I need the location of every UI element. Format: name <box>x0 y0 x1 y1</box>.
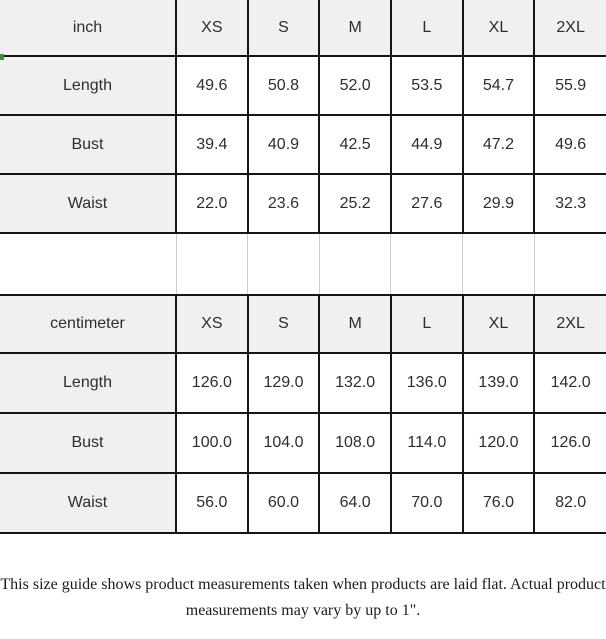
measurement-value-cell: 108.0 <box>318 412 391 474</box>
size-header-cell: 2XL <box>533 0 606 57</box>
table-spacer-row <box>0 234 606 294</box>
measurement-value-cell: 22.0 <box>175 174 248 234</box>
unit-label-cell: centimeter <box>0 294 176 354</box>
size-header-cell: S <box>246 294 320 354</box>
measurement-value-cell: 126.0 <box>175 352 248 414</box>
measurement-value-cell: 56.0 <box>175 472 248 534</box>
size-header-cell: M <box>318 0 391 57</box>
measurement-value-cell: 49.6 <box>175 56 248 116</box>
size-header-cell: XL <box>461 294 535 354</box>
measurement-value-cell: 100.0 <box>175 412 248 474</box>
spacer-row <box>0 234 606 294</box>
size-guide-note-line1: This size guide shows product measuremen… <box>0 576 606 593</box>
measurement-value-cell: 40.9 <box>246 115 320 175</box>
size-header-cell: XL <box>461 0 535 57</box>
spacer-cell <box>0 234 176 294</box>
size-header-cell: XS <box>175 0 248 57</box>
green-artifact-mark <box>0 54 4 60</box>
measurement-value-cell: 132.0 <box>318 352 391 414</box>
measurement-value-cell: 44.9 <box>389 115 463 175</box>
size-guide-note: This size guide shows product measuremen… <box>0 572 606 624</box>
measurement-row: Length 126.0 129.0 132.0 136.0 139.0 142.0 <box>0 352 606 414</box>
measurement-value-cell: 64.0 <box>318 472 391 534</box>
measurement-label-cell: Length <box>0 56 176 116</box>
measurement-value-cell: 139.0 <box>461 352 535 414</box>
measurement-value-cell: 50.8 <box>246 56 320 116</box>
size-header-cell: M <box>318 294 391 354</box>
measurement-value-cell: 52.0 <box>318 56 391 116</box>
measurement-value-cell: 126.0 <box>533 412 606 474</box>
measurement-row: Waist 56.0 60.0 64.0 70.0 76.0 82.0 <box>0 472 606 534</box>
measurement-value-cell: 47.2 <box>461 115 535 175</box>
size-header-cell: XS <box>175 294 248 354</box>
size-table-inch: inch XS S M L XL 2XL Length 49.6 50.8 52.0 53.5 54.7… <box>0 0 606 234</box>
size-header-cell: L <box>389 294 463 354</box>
spacer-cell <box>175 234 248 294</box>
spacer-cell <box>462 234 535 294</box>
measurement-label-cell: Length <box>0 352 176 414</box>
measurement-value-cell: 25.2 <box>318 174 391 234</box>
spacer-cell <box>390 234 463 294</box>
measurement-value-cell: 76.0 <box>461 472 535 534</box>
measurement-label-cell: Waist <box>0 472 176 534</box>
measurement-value-cell: 42.5 <box>318 115 391 175</box>
size-header-cell: S <box>246 0 320 57</box>
measurement-row: Waist 22.0 23.6 25.2 27.6 29.9 32.3 <box>0 174 606 234</box>
size-table-centimeter: centimeter XS S M L XL 2XL Length 126.0 129.0 132.… <box>0 294 606 534</box>
measurement-value-cell: 29.9 <box>461 174 535 234</box>
measurement-value-cell: 120.0 <box>461 412 535 474</box>
unit-label-cell: inch <box>0 0 176 57</box>
size-table-header-row: centimeter XS S M L XL 2XL <box>0 294 606 354</box>
measurement-label-cell: Waist <box>0 174 176 234</box>
measurement-value-cell: 104.0 <box>246 412 320 474</box>
measurement-value-cell: 82.0 <box>533 472 606 534</box>
measurement-value-cell: 70.0 <box>389 472 463 534</box>
spacer-row-body <box>0 234 606 294</box>
measurement-value-cell: 136.0 <box>389 352 463 414</box>
measurement-row: Bust 100.0 104.0 108.0 114.0 120.0 126.0 <box>0 412 606 474</box>
measurement-value-cell: 54.7 <box>461 56 535 116</box>
spacer-cell <box>247 234 320 294</box>
size-header-cell: L <box>389 0 463 57</box>
measurement-value-cell: 23.6 <box>246 174 320 234</box>
measurement-row: Bust 39.4 40.9 42.5 44.9 47.2 49.6 <box>0 115 606 175</box>
measurement-value-cell: 27.6 <box>389 174 463 234</box>
measurement-value-cell: 32.3 <box>533 174 606 234</box>
measurement-label-cell: Bust <box>0 412 176 474</box>
measurement-value-cell: 55.9 <box>533 56 606 116</box>
measurement-row: Length 49.6 50.8 52.0 53.5 54.7 55.9 <box>0 56 606 116</box>
measurement-value-cell: 129.0 <box>246 352 320 414</box>
measurement-value-cell: 49.6 <box>533 115 606 175</box>
size-table-header-row: inch XS S M L XL 2XL <box>0 0 606 57</box>
measurement-value-cell: 60.0 <box>246 472 320 534</box>
measurement-value-cell: 142.0 <box>533 352 606 414</box>
measurement-value-cell: 53.5 <box>389 56 463 116</box>
size-guide-note-line2: measurements may vary by up to 1". <box>185 602 421 619</box>
measurement-value-cell: 39.4 <box>175 115 248 175</box>
measurement-label-cell: Bust <box>0 115 176 175</box>
spacer-cell <box>533 234 606 294</box>
spacer-cell <box>318 234 391 294</box>
size-header-cell: 2XL <box>533 294 606 354</box>
measurement-value-cell: 114.0 <box>389 412 463 474</box>
